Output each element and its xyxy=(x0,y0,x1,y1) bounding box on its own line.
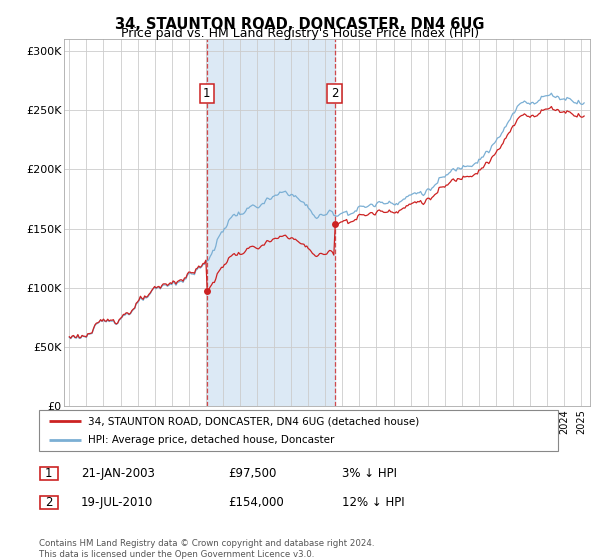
Text: £97,500: £97,500 xyxy=(228,467,277,480)
Text: 1: 1 xyxy=(203,87,211,100)
Text: Price paid vs. HM Land Registry's House Price Index (HPI): Price paid vs. HM Land Registry's House … xyxy=(121,27,479,40)
Text: 34, STAUNTON ROAD, DONCASTER, DN4 6UG: 34, STAUNTON ROAD, DONCASTER, DN4 6UG xyxy=(115,17,485,32)
Bar xyxy=(206,39,335,406)
Text: Contains HM Land Registry data © Crown copyright and database right 2024.
This d: Contains HM Land Registry data © Crown c… xyxy=(39,539,374,559)
Text: £154,000: £154,000 xyxy=(228,496,284,509)
Text: 2: 2 xyxy=(331,87,338,100)
Text: 19-JUL-2010: 19-JUL-2010 xyxy=(81,496,153,509)
Text: 3% ↓ HPI: 3% ↓ HPI xyxy=(342,467,397,480)
Text: 12% ↓ HPI: 12% ↓ HPI xyxy=(342,496,404,509)
Text: 21-JAN-2003: 21-JAN-2003 xyxy=(81,467,155,480)
Text: 34, STAUNTON ROAD, DONCASTER, DN4 6UG (detached house): 34, STAUNTON ROAD, DONCASTER, DN4 6UG (d… xyxy=(88,417,419,426)
Text: 1: 1 xyxy=(45,467,53,480)
Text: HPI: Average price, detached house, Doncaster: HPI: Average price, detached house, Donc… xyxy=(88,435,335,445)
Text: 2: 2 xyxy=(45,496,53,509)
